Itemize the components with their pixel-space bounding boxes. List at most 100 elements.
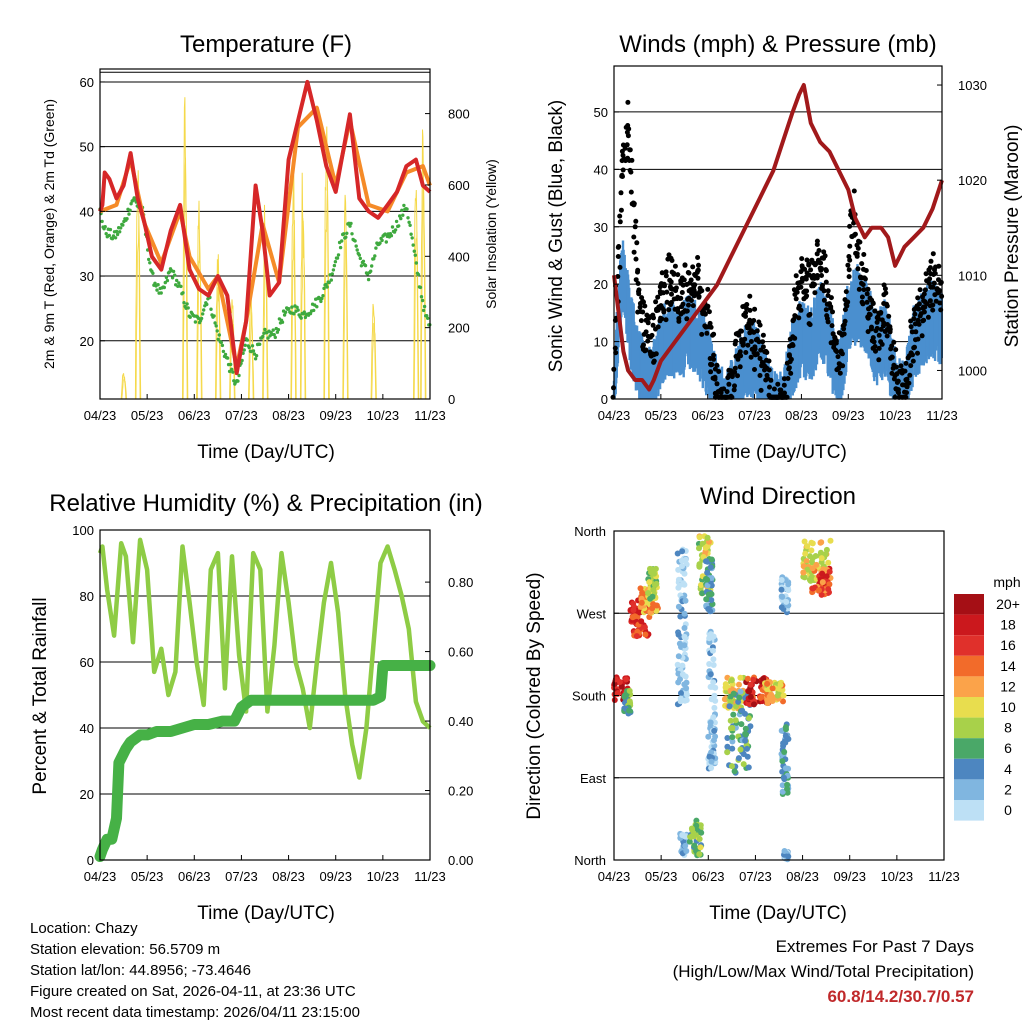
gust-point (830, 309, 835, 315)
dewpoint-point (406, 216, 410, 220)
direction-point (679, 671, 686, 678)
direction-point (804, 543, 811, 550)
gust-point (704, 330, 710, 336)
dewpoint-point (165, 278, 170, 283)
gust-point (851, 188, 857, 194)
gust-point (915, 317, 921, 323)
gust-point (747, 307, 753, 313)
gust-point (881, 282, 887, 288)
gust-point (731, 387, 737, 393)
colorbar-swatch (954, 758, 984, 780)
gust-point (913, 329, 919, 335)
direction-point (678, 557, 685, 564)
direction-point (686, 838, 693, 845)
dewpoint-point (225, 356, 230, 360)
dewpoint-point (398, 214, 402, 218)
gust-point (878, 310, 884, 315)
dewpoint-point (205, 302, 209, 307)
y-tick-label: South (572, 689, 606, 704)
dewpoint-point (296, 308, 300, 312)
dewpoint-point (258, 342, 262, 346)
gust-point (653, 351, 659, 357)
x-tick-label: 07/23 (738, 408, 771, 423)
gust-point (758, 387, 764, 393)
gust-point (645, 320, 651, 326)
x-tick-label: 08/23 (272, 408, 305, 423)
gust-point (931, 280, 937, 286)
x-tick-label: 11/23 (414, 408, 446, 423)
colorbar-swatch (954, 800, 984, 821)
direction-point (630, 600, 637, 607)
direction-point (621, 693, 628, 700)
gust-point (793, 273, 799, 279)
gust-point (752, 346, 758, 352)
direction-point (747, 681, 754, 688)
direction-point (781, 749, 788, 755)
humidity-precip-panel: Relative Humidity (%) & Precipitation (i… (30, 490, 483, 924)
y-right-tick-label: 0.20 (448, 784, 473, 799)
gust-point (860, 301, 866, 307)
direction-point (705, 733, 712, 740)
gust-point (825, 319, 831, 325)
direction-point (626, 707, 633, 714)
dewpoint-point (188, 315, 192, 319)
gust-point (917, 313, 923, 319)
direction-point (733, 703, 739, 710)
gust-point (631, 234, 637, 240)
gust-point (676, 316, 682, 321)
direction-point (750, 676, 757, 683)
gust-point (855, 245, 861, 251)
dewpoint-point (315, 305, 319, 309)
gust-point (625, 133, 631, 139)
gust-point (714, 362, 720, 368)
x-axis-label: Time (Day/UTC) (197, 442, 335, 463)
gust-point (682, 262, 688, 268)
dewpoint-point (355, 248, 359, 252)
gust-point (904, 390, 909, 396)
pressure-line (612, 83, 944, 392)
gust-point (886, 313, 892, 319)
dewpoint-point (401, 213, 405, 217)
dewpoint-point (302, 310, 306, 314)
dewpoint-point (272, 333, 276, 337)
gust-point (757, 356, 763, 361)
x-tick-label: 11/23 (414, 869, 446, 884)
gust-point (643, 329, 649, 335)
direction-point (650, 601, 657, 608)
dewpoint-point (276, 328, 281, 332)
gust-point (706, 309, 712, 315)
dewpoint-point (419, 295, 424, 299)
dewpoint-point (236, 379, 240, 383)
direction-point (704, 582, 711, 589)
gust-point (633, 256, 639, 262)
gust-point (626, 126, 632, 132)
direction-point (638, 618, 645, 625)
x-tick-label: 11/23 (928, 869, 960, 884)
gust-point (732, 365, 738, 371)
direction-point (827, 537, 834, 544)
dewpoint-point (107, 233, 112, 238)
gust-point (907, 372, 913, 378)
gust-point (852, 231, 858, 237)
gust-point (688, 277, 694, 283)
gust-point (737, 364, 743, 370)
gust-point (807, 311, 813, 317)
direction-point (779, 593, 786, 600)
direction-point (737, 746, 744, 753)
gust-point (829, 323, 835, 329)
gust-point (837, 370, 843, 376)
gust-point (876, 332, 882, 338)
dewpoint-point (114, 229, 119, 234)
dewpoint-point (331, 268, 336, 272)
gust-point (846, 274, 852, 280)
dewpoint-point (219, 340, 223, 345)
gust-point (760, 332, 766, 338)
gust-point (661, 307, 667, 313)
temp-2m-line (98, 79, 432, 376)
gust-point (714, 381, 720, 387)
direction-point (710, 679, 717, 686)
y-right-tick-label: 1030 (958, 78, 987, 93)
dewpoint-point (162, 285, 166, 290)
station-info: Location: Chazy Station elevation: 56.57… (30, 918, 360, 1023)
dewpoint-point (193, 320, 198, 324)
